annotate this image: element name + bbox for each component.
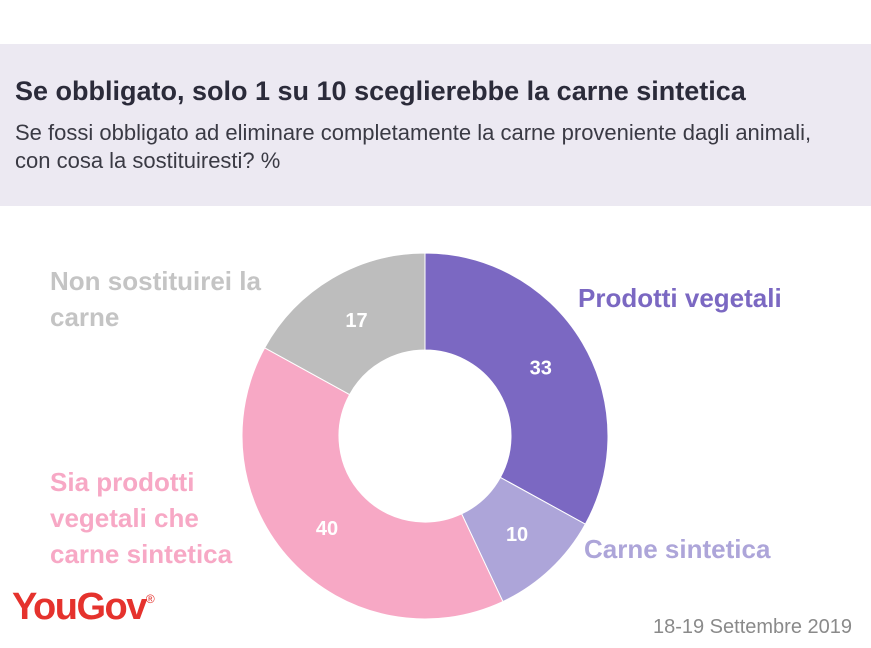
slice-value-label-2: 40: [316, 518, 338, 540]
logo-text: YouGov: [12, 586, 147, 628]
donut-slice-2: [241, 347, 504, 620]
label-non-line1: Non sostituirei la: [50, 266, 261, 296]
label-non-line2: carne: [50, 302, 120, 332]
label-non-sostituirei: Non sostituirei la carne: [50, 263, 261, 335]
label-carne-sintetica: Carne sintetica: [584, 534, 771, 564]
donut-slice-0: [424, 252, 609, 525]
donut-slice-3: [263, 252, 426, 396]
label-sia-line3: carne sintetica: [50, 539, 233, 569]
chart-title: Se obbligato, solo 1 su 10 sceglierebbe …: [15, 76, 746, 106]
yougov-logo: YouGov®: [12, 586, 155, 629]
label-sia-prodotti: Sia prodotti vegetali che carne sintetic…: [50, 464, 232, 572]
slice-value-label-3: 17: [345, 310, 367, 332]
slice-value-label-1: 10: [506, 524, 528, 546]
chart-subtitle: Se fossi obbligato ad eliminare completa…: [15, 120, 812, 173]
label-prodotti-vegetali: Prodotti vegetali: [578, 283, 782, 313]
label-sia-line1: Sia prodotti: [50, 467, 195, 497]
label-sia-line2: vegetali che: [50, 503, 199, 533]
slice-value-label-0: 33: [530, 358, 552, 380]
survey-date: 18-19 Settembre 2019: [652, 616, 852, 638]
header-banner: [0, 44, 871, 206]
logo-registered-mark: ®: [145, 592, 155, 606]
